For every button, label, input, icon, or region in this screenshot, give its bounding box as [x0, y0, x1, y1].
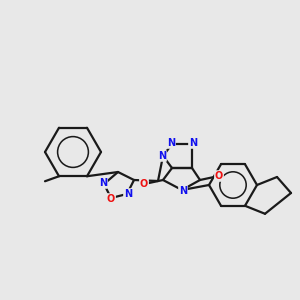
Text: O: O	[215, 171, 223, 181]
Text: N: N	[179, 186, 187, 196]
Text: O: O	[140, 179, 148, 189]
Text: O: O	[107, 194, 115, 204]
Text: N: N	[124, 189, 132, 199]
Text: N: N	[167, 138, 175, 148]
Text: N: N	[99, 178, 107, 188]
Text: N: N	[158, 151, 166, 161]
Text: N: N	[189, 138, 197, 148]
